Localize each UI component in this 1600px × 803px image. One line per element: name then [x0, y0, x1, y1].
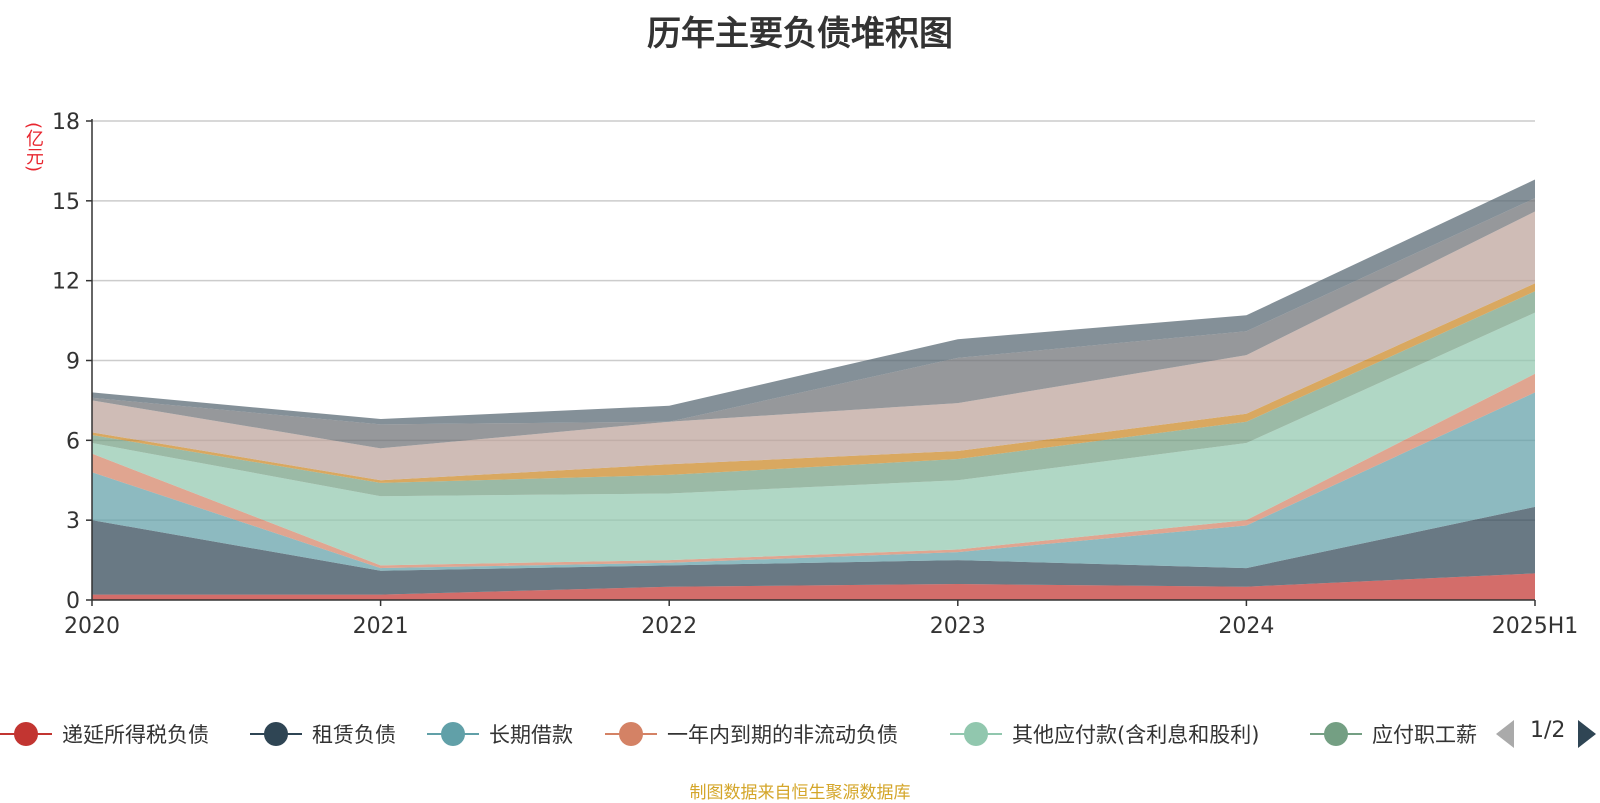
area-series-10	[92, 179, 1535, 425]
legend-page-indicator: 1/2	[1530, 718, 1566, 743]
y-tick-label: 6	[66, 429, 80, 454]
stacked-area-chart: 0 3 6 9 12 15 18 2020 2021 2022 2023 2024 2025H1	[52, 110, 1579, 639]
legend-marker-icon	[427, 721, 479, 747]
area-series-2	[92, 506, 1535, 595]
x-tick-label: 2025H1	[1492, 614, 1579, 639]
data-source-footer: 制图数据来自恒生聚源数据库	[689, 783, 911, 803]
legend-item[interactable]: 长期借款	[427, 712, 573, 756]
y-tick-label: 0	[66, 589, 80, 614]
x-tick-label: 2024	[1218, 614, 1274, 639]
legend-marker-icon	[0, 721, 52, 747]
legend-item[interactable]: 租赁负债	[250, 712, 396, 756]
area-series-5	[92, 312, 1535, 566]
area-series-9	[92, 198, 1535, 449]
legend-label: 其他应付款(含利息和股利)	[1012, 723, 1260, 747]
legend-marker-icon	[605, 721, 657, 747]
legend-marker-icon	[250, 721, 302, 747]
legend-label: 长期借款	[489, 723, 573, 747]
chart-title: 历年主要负债堆积图	[647, 14, 953, 54]
x-tick-label: 2021	[353, 614, 409, 639]
legend-item[interactable]: 递延所得税负债	[0, 712, 209, 756]
legend-label: 递延所得税负债	[62, 723, 209, 747]
x-tick-label: 2023	[930, 614, 986, 639]
area-series-1	[92, 573, 1535, 600]
legend-marker-icon	[950, 721, 1002, 747]
y-tick-label: 12	[52, 270, 80, 295]
x-tick-label: 2020	[64, 614, 120, 639]
y-tick-label: 15	[52, 190, 80, 215]
y-tick-label: 3	[66, 509, 80, 534]
legend-item[interactable]: 一年内到期的非流动负债	[605, 712, 898, 756]
x-tick-label: 2022	[641, 614, 697, 639]
legend-prev-page-icon[interactable]	[1496, 720, 1514, 748]
legend-item[interactable]: 应付职工薪酬	[1310, 712, 1478, 756]
area-series-6	[92, 291, 1535, 497]
legend-next-page-icon[interactable]	[1578, 720, 1596, 748]
legend-item[interactable]: 其他应付款(含利息和股利)	[950, 712, 1259, 756]
legend-label: 租赁负债	[312, 723, 396, 747]
legend-label: 应付职工薪酬	[1372, 723, 1478, 747]
legend-label: 一年内到期的非流动负债	[667, 723, 898, 747]
legend-marker-icon	[1310, 721, 1362, 747]
area-series-8	[92, 211, 1535, 481]
y-axis-unit-label: (亿元)	[23, 122, 44, 173]
y-tick-label: 9	[66, 350, 80, 375]
y-tick-label: 18	[52, 110, 80, 135]
legend: 递延所得税负债 租赁负债 长期借款 一年内到期的非流动负债 其他应付款(含利息和股利) 应…	[0, 712, 1478, 756]
